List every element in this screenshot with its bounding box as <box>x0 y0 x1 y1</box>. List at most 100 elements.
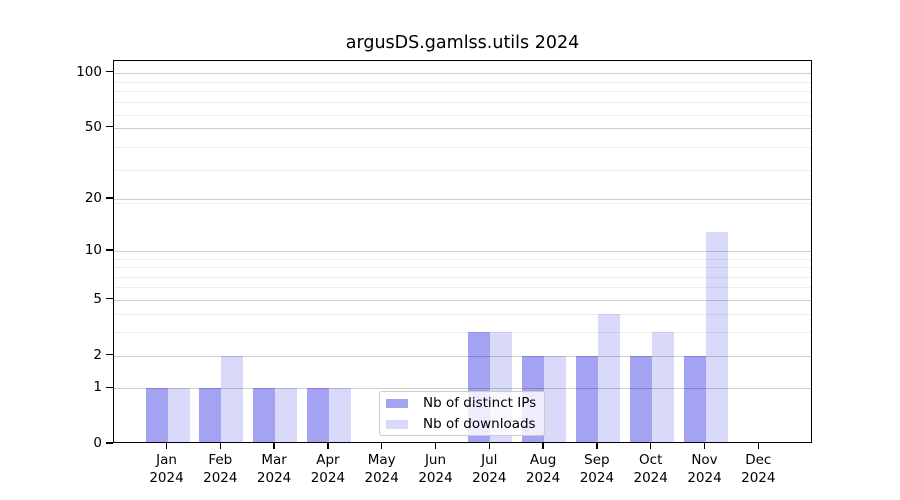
x-tick-label: Oct 2024 <box>619 452 683 487</box>
x-tick-label: Mar 2024 <box>242 452 306 487</box>
bar-downloads <box>597 314 620 442</box>
y-tick-mark <box>106 249 113 251</box>
x-tick-month: Apr <box>316 452 340 468</box>
bar-distinct-ips <box>145 388 168 442</box>
y-tick-mark <box>106 298 113 300</box>
y-tick-label: 10 <box>84 242 102 259</box>
bar-downloads <box>167 388 190 442</box>
x-tick-month: Oct <box>639 452 663 468</box>
y-tick-label: 100 <box>76 63 102 80</box>
minor-gridline <box>114 91 811 93</box>
x-tick-mark <box>757 443 759 449</box>
x-tick-year: 2024 <box>633 469 668 486</box>
x-tick-month: Jan <box>156 452 177 468</box>
chart-title: argusDS.gamlss.utils 2024 <box>345 33 580 53</box>
x-tick-month: Sep <box>584 452 610 468</box>
x-tick-year: 2024 <box>418 469 453 486</box>
x-tick-month: Feb <box>208 452 233 468</box>
minor-gridline <box>114 202 811 204</box>
bar-downloads <box>221 355 244 442</box>
bar-distinct-ips <box>306 388 329 442</box>
x-tick-mark <box>703 443 706 449</box>
minor-gridline <box>114 258 811 260</box>
minor-gridline <box>114 170 811 172</box>
legend-swatch-downloads <box>386 419 408 429</box>
x-tick-mark <box>596 443 598 449</box>
x-tick-label: Jul 2024 <box>457 452 521 487</box>
y-tick-mark <box>106 125 113 128</box>
x-tick-label: May 2024 <box>350 452 414 487</box>
minor-gridline <box>114 102 811 104</box>
legend-entry-downloads: Nb of downloads <box>386 416 538 433</box>
x-tick-year: 2024 <box>687 469 722 486</box>
legend-label-distinct-ips: Nb of distinct IPs <box>423 394 537 411</box>
x-tick-label: Aug 2024 <box>511 452 575 487</box>
legend-swatch-distinct-ips <box>386 398 408 408</box>
x-tick-mark <box>165 443 168 449</box>
bar-distinct-ips <box>575 355 598 442</box>
bar-downloads <box>705 231 728 442</box>
y-tick-label: 20 <box>84 189 102 206</box>
y-tick-mark <box>106 197 113 199</box>
y-tick-label: 0 <box>93 435 102 451</box>
x-tick-month: Jul <box>481 452 498 468</box>
x-tick-mark <box>650 443 652 449</box>
minor-gridline <box>114 147 811 149</box>
minor-gridline <box>114 267 811 269</box>
x-tick-mark <box>542 443 544 449</box>
y-tick-mark <box>106 442 113 444</box>
minor-gridline <box>114 114 811 116</box>
x-tick-label: Apr 2024 <box>296 452 360 487</box>
bar-distinct-ips <box>253 388 276 442</box>
x-tick-year: 2024 <box>472 469 507 486</box>
x-tick-mark <box>488 443 490 449</box>
x-tick-label: Feb 2024 <box>188 452 252 487</box>
x-tick-label: Dec 2024 <box>726 452 790 487</box>
legend-entry-distinct-ips: Nb of distinct IPs <box>386 395 538 412</box>
y-tick-label: 50 <box>84 118 102 135</box>
x-tick-year: 2024 <box>256 469 292 486</box>
bar-distinct-ips <box>199 388 222 442</box>
x-tick-mark <box>381 443 383 449</box>
y-tick-mark <box>106 70 113 73</box>
y-tick-mark <box>106 353 113 356</box>
y-tick-label: 1 <box>93 379 102 396</box>
bar-downloads <box>651 332 674 442</box>
x-tick-mark <box>273 443 275 449</box>
x-tick-label: Jan 2024 <box>135 452 199 487</box>
x-tick-label: Nov 2024 <box>673 452 737 487</box>
y-tick-label: 2 <box>93 346 102 363</box>
x-tick-month: Nov <box>691 452 718 468</box>
minor-gridline <box>114 332 811 334</box>
x-tick-year: 2024 <box>741 469 776 486</box>
x-tick-mark <box>327 443 329 449</box>
x-tick-label: Jun 2024 <box>404 452 468 487</box>
x-tick-month: May <box>367 452 396 468</box>
x-tick-label: Sep 2024 <box>565 452 629 487</box>
minor-gridline <box>114 287 811 289</box>
plot-inner <box>114 61 811 442</box>
minor-gridline <box>114 314 811 316</box>
x-tick-month: Jun <box>424 452 447 468</box>
bar-downloads <box>275 388 298 442</box>
x-tick-mark <box>434 443 437 449</box>
major-gridline <box>114 355 811 357</box>
x-tick-month: Mar <box>261 452 287 468</box>
bar-downloads <box>544 355 567 442</box>
x-tick-year: 2024 <box>203 469 238 486</box>
x-tick-year: 2024 <box>364 469 399 486</box>
bar-distinct-ips <box>683 355 706 442</box>
plot-area <box>113 60 812 443</box>
x-tick-year: 2024 <box>525 469 561 486</box>
major-gridline <box>114 72 811 74</box>
bar-downloads <box>328 388 351 442</box>
minor-gridline <box>114 81 811 83</box>
major-gridline <box>114 299 811 301</box>
legend: Nb of distinct IPs Nb of downloads <box>379 391 545 436</box>
x-tick-year: 2024 <box>149 469 184 486</box>
major-gridline <box>114 127 811 129</box>
legend-label-downloads: Nb of downloads <box>423 415 536 432</box>
major-gridline <box>114 251 811 253</box>
x-tick-mark <box>219 443 221 449</box>
